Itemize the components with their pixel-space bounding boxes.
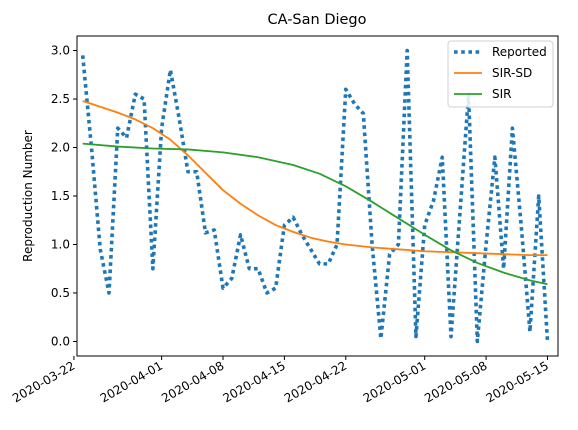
y-tick-label: 2.0: [51, 141, 70, 155]
y-tick-label: 1.5: [51, 189, 70, 203]
x-tick-label: 2020-05-15: [484, 358, 551, 405]
x-tick-label: 2020-05-08: [422, 358, 489, 405]
x-tick-label: 2020-04-22: [282, 358, 349, 405]
y-tick-label: 1.0: [51, 237, 70, 251]
chart-title: CA-San Diego: [267, 12, 366, 28]
legend-label-sir-sd: SIR-SD: [492, 66, 532, 80]
legend-label-reported: Reported: [492, 45, 547, 59]
y-tick-label: 0.0: [51, 334, 70, 348]
legend-label-sir: SIR: [492, 87, 512, 101]
y-tick-label: 2.5: [51, 92, 70, 106]
x-tick-label: 2020-04-08: [159, 358, 226, 405]
x-tick-label: 2020-03-22: [10, 358, 77, 405]
x-tick-label: 2020-05-01: [361, 358, 428, 405]
y-tick-label: 3.0: [51, 44, 70, 58]
x-tick-label: 2020-04-15: [220, 358, 287, 405]
legend: Reported SIR-SD SIR: [448, 41, 553, 107]
y-tick-label: 0.5: [51, 286, 70, 300]
y-axis-label: Reproduction Number: [21, 130, 35, 262]
x-tick-label: 2020-04-01: [98, 358, 165, 405]
